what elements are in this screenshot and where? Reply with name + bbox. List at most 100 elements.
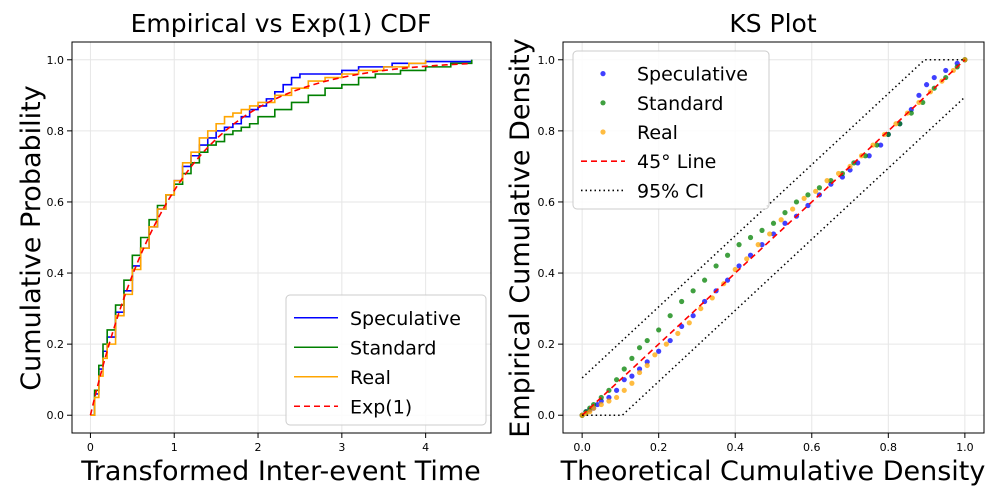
ks-series-real-point — [767, 231, 773, 237]
ks-series-45-line — [581, 59, 966, 416]
ks-series-real-point — [675, 330, 681, 337]
ks-series-speculative-point — [923, 82, 930, 88]
ks-legend-real-label: Real — [637, 122, 678, 144]
ks-series-speculative-point — [644, 359, 650, 365]
ks-series-real-point — [629, 380, 635, 386]
ks-series-speculative-point — [667, 337, 673, 344]
ks-series-standard-point — [782, 210, 788, 216]
ks-series-standard-point — [702, 277, 708, 283]
ks-series-standard-point — [679, 298, 685, 305]
ks-series-real-point — [663, 341, 669, 347]
ks-x-tick-label: 0.2 — [650, 441, 668, 454]
cdf-y-tick-label: 0.4 — [47, 267, 65, 280]
ks-series-real-point — [790, 206, 796, 212]
ks-series-real-point — [587, 409, 593, 415]
ks-series-standard-point — [747, 234, 754, 241]
ks-series-real-point — [652, 352, 658, 358]
cdf-chart-title: Empirical vs Exp(1) CDF — [131, 9, 432, 38]
cdf-y-tick-label: 1.0 — [47, 54, 65, 67]
cdf-legend: Speculative Standard Real Exp(1) — [285, 294, 487, 426]
cdf-legend-standard-label: Standard — [350, 337, 436, 359]
ks-series-standard-point — [770, 220, 777, 226]
ks-x-tick-label: 0.8 — [880, 441, 898, 454]
cdf-x-tick-label: 2 — [255, 441, 262, 454]
ks-ticks: 0.0 0.2 0.4 0.6 0.8 1.0 0.0 0.2 0.4 0.6 0.8 1.0 — [538, 54, 974, 454]
cdf-x-tick-label: 4 — [422, 441, 429, 454]
ks-legend-speculative-marker — [600, 71, 606, 77]
ks-legend-45-line-label: 45° Line — [637, 151, 716, 173]
ks-series-speculative-point — [606, 394, 612, 401]
ks-series-real-point — [778, 217, 784, 223]
ks-series-speculative-point — [594, 401, 601, 408]
ks-series-speculative-point — [656, 348, 662, 354]
ks-legend: Speculative Standard Real 45° Line 95% CI — [572, 50, 770, 210]
ks-series-speculative-point — [629, 373, 635, 379]
cdf-ticks: 0 1 2 3 4 0.0 0.2 0.4 0.6 0.8 1.0 — [47, 54, 430, 454]
ks-series-standard-point — [656, 327, 662, 333]
ks-series-speculative-point — [931, 74, 937, 81]
ks-series-speculative-point — [613, 387, 620, 393]
ks-series-standard-point — [613, 377, 620, 383]
ks-series-real-point — [698, 305, 704, 312]
ks-series-real-point — [644, 362, 650, 369]
ks-series-standard-point — [621, 366, 627, 372]
ks-y-tick-label: 0.2 — [538, 338, 556, 351]
ks-series-standard-point — [736, 242, 742, 248]
ks-series-standard-point — [816, 185, 823, 191]
ks-series-speculative-point — [759, 242, 765, 248]
cdf-series — [89, 59, 473, 417]
ks-y-tick-label: 0.4 — [538, 267, 556, 280]
ks-series-real-point — [598, 401, 604, 408]
cdf-x-tick-label: 3 — [338, 441, 345, 454]
ks-series-speculative-point — [943, 67, 949, 74]
cdf-y-tick-label: 0.2 — [47, 338, 65, 351]
ks-legend-standard-label: Standard — [637, 93, 723, 115]
ks-series-standard-point — [636, 345, 643, 351]
ks-series-standard-point — [713, 263, 719, 269]
ks-series-real-point — [824, 178, 830, 184]
ks-legend-95-ci-label: 95% CI — [637, 180, 704, 202]
ks-series-standard-point — [874, 142, 880, 148]
ks-legend-box — [572, 50, 770, 210]
ks-series-standard-point — [644, 337, 650, 344]
ks-legend-speculative-label: Speculative — [637, 64, 748, 86]
ks-series-speculative-point — [878, 142, 884, 148]
ks-y-tick-label: 0.8 — [538, 125, 556, 138]
ks-series-real-point — [801, 195, 807, 201]
ks-series-standard-point — [793, 199, 800, 205]
ks-series-standard-point — [724, 252, 731, 258]
ks-y-tick-label: 0.6 — [538, 196, 556, 209]
ks-legend-standard-marker — [600, 100, 606, 106]
ks-series-real-point — [636, 369, 643, 376]
ks-series-real-point — [606, 398, 612, 404]
ks-x-tick-label: 0.0 — [573, 441, 591, 454]
ks-series-real-point — [686, 320, 692, 326]
cdf-y-axis-label: Cumulative Probability — [16, 85, 47, 390]
ks-series-real-point — [744, 256, 750, 262]
cdf-legend-speculative-label: Speculative — [350, 308, 461, 330]
ks-x-axis-label: Theoretical Cumulative Density — [560, 456, 986, 487]
ks-chart-title: KS Plot — [729, 9, 817, 38]
cdf-series-exp-1 — [89, 62, 472, 416]
cdf-x-tick-label: 0 — [87, 441, 94, 454]
ks-y-tick-label: 1.0 — [538, 54, 556, 67]
ks-x-tick-label: 1.0 — [956, 441, 974, 454]
ks-series-speculative-point — [782, 220, 788, 226]
cdf-legend-exp-1-label: Exp(1) — [350, 396, 412, 418]
ks-series-standard-point — [908, 110, 914, 116]
ks-series-standard-point — [759, 227, 765, 233]
ks-series-speculative-point — [736, 263, 742, 269]
ks-series-real-point — [813, 188, 819, 194]
ks-series-speculative-point — [916, 92, 922, 98]
ks-series-standard-point — [805, 192, 811, 198]
ks-legend-real-marker — [600, 129, 606, 135]
cdf-y-tick-label: 0.8 — [47, 125, 65, 138]
ks-x-tick-label: 0.4 — [726, 441, 744, 454]
cdf-plot-frame — [71, 41, 492, 434]
ks-x-tick-label: 0.6 — [803, 441, 821, 454]
ks-y-axis-label: Empirical Cumulative Density — [505, 38, 536, 437]
ks-chart: KS Plot 0.0 0.2 0.4 0.6 0.8 1.00.00.20.40.60.… — [505, 9, 985, 487]
cdf-x-axis-label: Transformed Inter-event Time — [80, 456, 481, 487]
ks-series-speculative-point — [636, 366, 643, 372]
cdf-chart: Empirical vs Exp(1) CDF 0 1 2 3 4 0.0 0.2 0.4 0.… — [16, 9, 492, 487]
